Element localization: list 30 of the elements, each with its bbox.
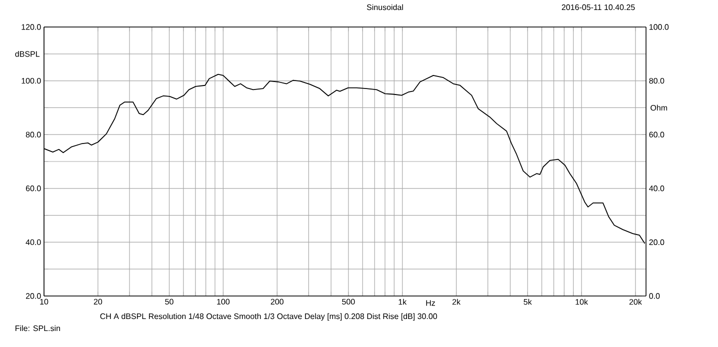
y-tick-label: 100.0 <box>22 78 41 84</box>
x-tick-label: 10 <box>40 298 48 305</box>
y2-tick-label: 100.0 <box>649 24 669 30</box>
x-tick-label: 5k <box>524 298 532 305</box>
y-tick-label: 20.0 <box>26 293 41 299</box>
y-tick-label: 120.0 <box>22 24 41 30</box>
y2-tick-label: 80.0 <box>649 78 664 84</box>
y-axis-title: dBSPL <box>15 50 40 57</box>
x-tick-label: 20k <box>629 298 642 305</box>
x-tick-label: 2k <box>452 298 461 305</box>
chart-title: Sinusoidal <box>366 4 403 10</box>
y2-tick-label: 60.0 <box>649 132 664 138</box>
x-tick-label: 10k <box>576 298 588 305</box>
x-tick-label: 500 <box>342 298 355 305</box>
text: CH A dBSPL Resolution 1/48 Octave Smooth 1/3 Octave Delay [ms] 0.208 Dist Rise [dB] 30.00 <box>100 313 438 321</box>
x-tick-label: 20 <box>94 298 102 305</box>
y-tick-label: 60.0 <box>26 186 41 192</box>
y2-tick-label: 40.0 <box>649 186 664 192</box>
y-tick-label: 40.0 <box>26 239 41 246</box>
text: File: SPL.sin <box>16 325 60 332</box>
x-tick-label: 200 <box>270 298 284 305</box>
x-tick-label: 1k <box>398 298 407 305</box>
chart-subtitle: 2016-05-11 10.40.25 <box>562 4 635 10</box>
y2-tick-label: 20.0 <box>649 239 664 246</box>
x-axis-title: Hz <box>426 300 435 306</box>
x-tick-label: 50 <box>165 298 174 305</box>
y-tick-label: 80.0 <box>26 132 41 138</box>
y2-axis-title: Ohm <box>650 104 668 111</box>
y2-tick-label: 0.0 <box>649 293 660 299</box>
x-tick-label: 100 <box>217 298 230 305</box>
